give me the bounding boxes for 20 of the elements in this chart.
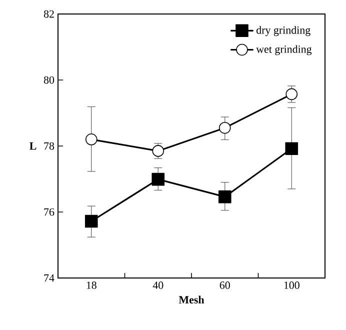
y-axis-title: L [30, 142, 36, 150]
x-tick-label: 40 [152, 282, 164, 289]
point [85, 134, 98, 146]
x-tick-label: 18 [86, 282, 96, 289]
point [286, 88, 298, 100]
legend-label: wet grinding [256, 45, 312, 56]
point [285, 142, 298, 156]
y-tick-label: 82 [44, 10, 54, 18]
point [218, 122, 231, 134]
y-tick-label: 76 [44, 208, 54, 216]
x-axis-title: Mesh [178, 296, 204, 304]
point [84, 214, 98, 228]
y-tick-label: 74 [44, 274, 54, 282]
y-tick-label: 80 [44, 76, 54, 84]
x-tick-label: 60 [220, 282, 230, 289]
point [152, 172, 165, 186]
y-tick-label: 78 [44, 142, 54, 150]
x-tick-label: 100 [284, 282, 300, 289]
point [218, 190, 232, 204]
legend-label: dry grinding [256, 26, 310, 36]
